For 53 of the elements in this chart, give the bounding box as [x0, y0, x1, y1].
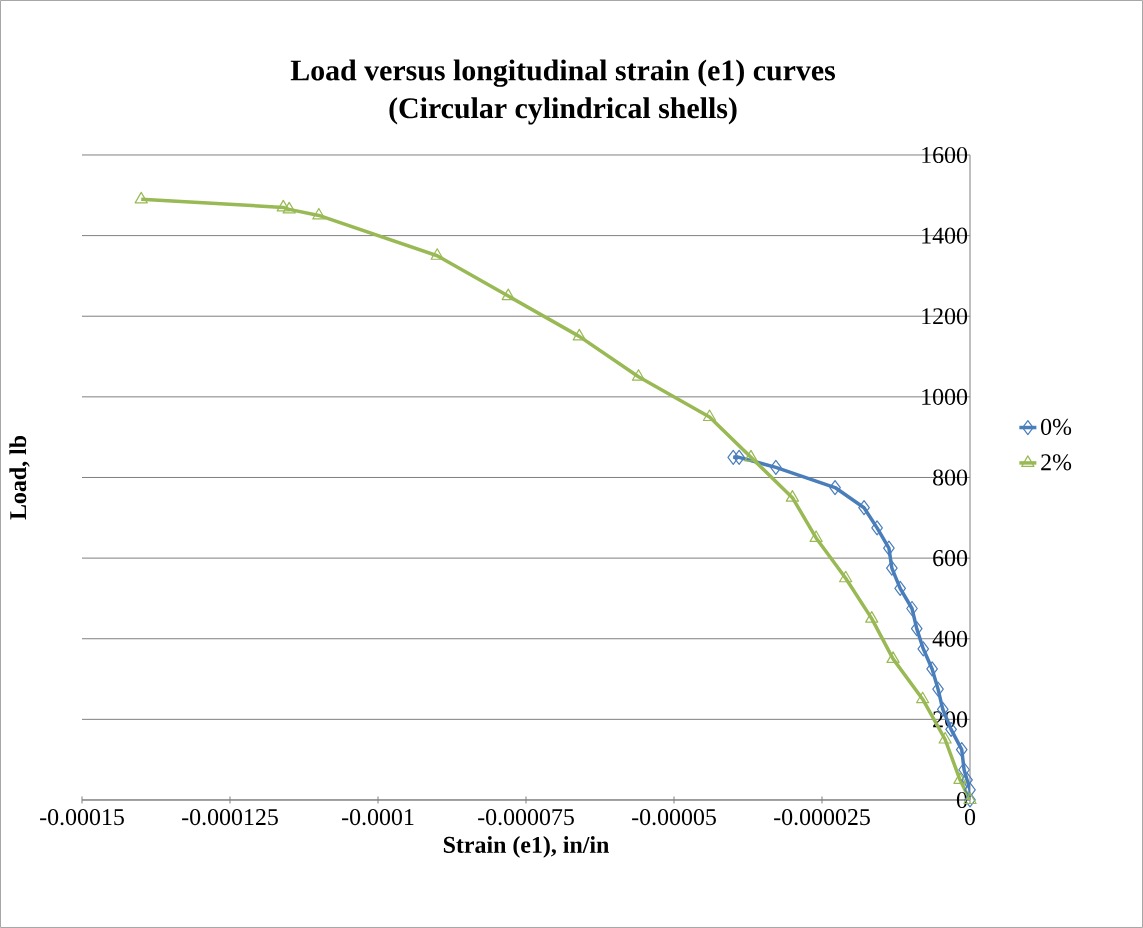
point — [938, 731, 952, 744]
x-tick-label: -0.000075 — [478, 809, 574, 826]
point — [501, 288, 515, 301]
point — [134, 191, 148, 204]
legend-label: 2% — [1041, 454, 1072, 471]
legend-label: 0% — [1041, 418, 1072, 436]
point — [915, 691, 930, 704]
point — [906, 600, 918, 617]
y-tick-label: 1400 — [922, 227, 968, 244]
y-axis-title: Load, lb — [9, 435, 30, 520]
point — [727, 449, 740, 465]
x-tick-label: -0.000125 — [182, 809, 278, 826]
y-tick-label: 1000 — [922, 388, 968, 405]
point — [894, 580, 907, 596]
point — [829, 479, 841, 496]
x-tick-label: -0.0001 — [342, 809, 414, 826]
y-tick-label: 1200 — [922, 308, 968, 325]
point — [276, 199, 290, 212]
point — [886, 651, 900, 663]
point — [858, 500, 870, 516]
point — [733, 449, 745, 465]
point — [282, 201, 296, 214]
x-tick-label: -0.00015 — [40, 809, 124, 826]
point — [769, 459, 782, 475]
x-axis-title: Strain (e1), in/in — [443, 836, 609, 858]
point — [958, 762, 970, 778]
y-tick-label: 800 — [933, 469, 968, 486]
point — [961, 772, 973, 788]
point — [430, 248, 444, 260]
point — [917, 641, 930, 657]
point — [809, 530, 823, 543]
point — [955, 741, 968, 758]
point — [572, 328, 586, 341]
chart-title: Load versus longitudinal strain (e1) curves (Circular cylindrical shells) — [290, 59, 836, 125]
y-tick-label: 1600 — [922, 146, 968, 164]
y-tick-label: 400 — [932, 630, 968, 647]
point — [744, 449, 758, 462]
point — [312, 207, 326, 220]
point — [631, 369, 646, 381]
point — [886, 560, 898, 576]
point — [883, 540, 895, 556]
point — [785, 490, 800, 502]
point — [953, 772, 967, 784]
x-tick-label: -0.000025 — [774, 809, 870, 826]
point — [932, 681, 944, 697]
point — [910, 621, 923, 637]
y-tick-label: 600 — [933, 550, 968, 567]
point — [871, 520, 883, 536]
point — [702, 409, 717, 422]
x-tick-label: -0.00005 — [632, 809, 716, 826]
point — [926, 661, 938, 677]
point — [839, 570, 853, 583]
point — [865, 610, 879, 623]
